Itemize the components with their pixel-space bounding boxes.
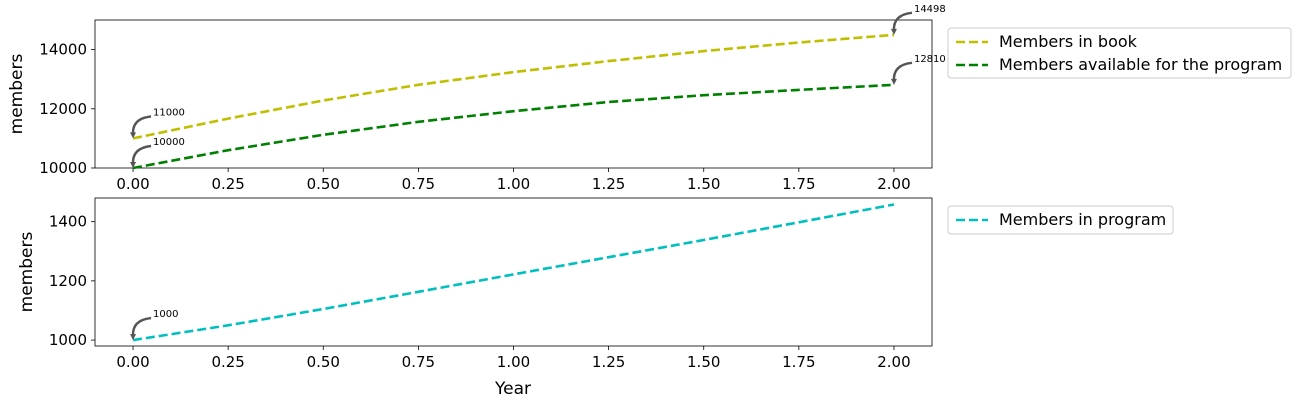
x-tick-label: 0.00	[116, 353, 149, 371]
x-tick-label: 0.75	[402, 175, 435, 193]
top-chart-panel: members Members in book Members available…	[7, 4, 1292, 193]
x-tick-label: 2.00	[877, 175, 910, 193]
series-line-0	[132, 33, 895, 140]
bottom-chart-panel: members Year Members in program 0.00 0.25…	[17, 197, 1174, 399]
legend-label-1: Members available for the program	[999, 55, 1282, 74]
x-tick-label: 0.25	[211, 175, 244, 193]
y-tick-label: 1200	[49, 272, 87, 290]
x-tick-label: 1.25	[592, 175, 625, 193]
bottom-x-axis-label: Year	[494, 379, 531, 399]
annotation-arrow	[892, 11, 913, 31]
series-line-1	[132, 83, 895, 170]
annotation-arrow-head	[130, 132, 137, 139]
annotation-arrow-head	[890, 78, 897, 85]
y-tick-label: 14000	[39, 41, 87, 59]
y-tick-label: 10000	[39, 159, 87, 177]
bottom-legend-box	[947, 205, 1174, 235]
x-tick-label: 1.50	[687, 175, 720, 193]
annotation-arrow-head	[890, 28, 897, 35]
x-tick-label: 0.50	[307, 175, 340, 193]
annotation-arrow-head	[130, 162, 137, 168]
y-tick-label: 1400	[49, 213, 87, 231]
bottom-y-axis-label: members	[17, 232, 37, 313]
x-tick-label: 0.50	[307, 353, 340, 371]
x-tick-label: 1.00	[497, 175, 530, 193]
annotation-label: 14498	[914, 4, 946, 15]
annotation-arrow	[131, 316, 152, 337]
top-legend: Members in book Members available for the…	[947, 27, 1292, 79]
x-tick-label: 0.75	[402, 353, 435, 371]
x-tick-label: 1.50	[687, 353, 720, 371]
series-line-0	[132, 203, 895, 342]
x-tick-label: 2.00	[877, 353, 910, 371]
annotation-label: 12810	[914, 54, 946, 65]
bottom-legend: Members in program	[947, 205, 1174, 235]
annotation-arrow-head	[130, 334, 137, 341]
annotation-arrow	[131, 144, 152, 165]
y-tick-label: 12000	[39, 100, 87, 118]
x-tick-label: 0.25	[211, 353, 244, 371]
x-tick-label: 0.00	[116, 175, 149, 193]
annotation-label: 1000	[153, 309, 178, 320]
y-tick-label: 1000	[49, 331, 87, 349]
annotation-label: 11000	[153, 107, 185, 118]
legend-label-0: Members in book	[999, 32, 1138, 51]
legend-label-0: Members in program	[999, 210, 1166, 229]
x-tick-label: 1.25	[592, 353, 625, 371]
annotation-label: 10000	[153, 137, 185, 148]
x-tick-label: 1.00	[497, 353, 530, 371]
top-legend-box	[947, 27, 1292, 79]
x-tick-label: 1.75	[782, 353, 815, 371]
annotation-arrow	[892, 61, 913, 81]
top-y-axis-label: members	[7, 54, 27, 135]
x-tick-label: 1.75	[782, 175, 815, 193]
annotation-arrow	[131, 115, 152, 135]
